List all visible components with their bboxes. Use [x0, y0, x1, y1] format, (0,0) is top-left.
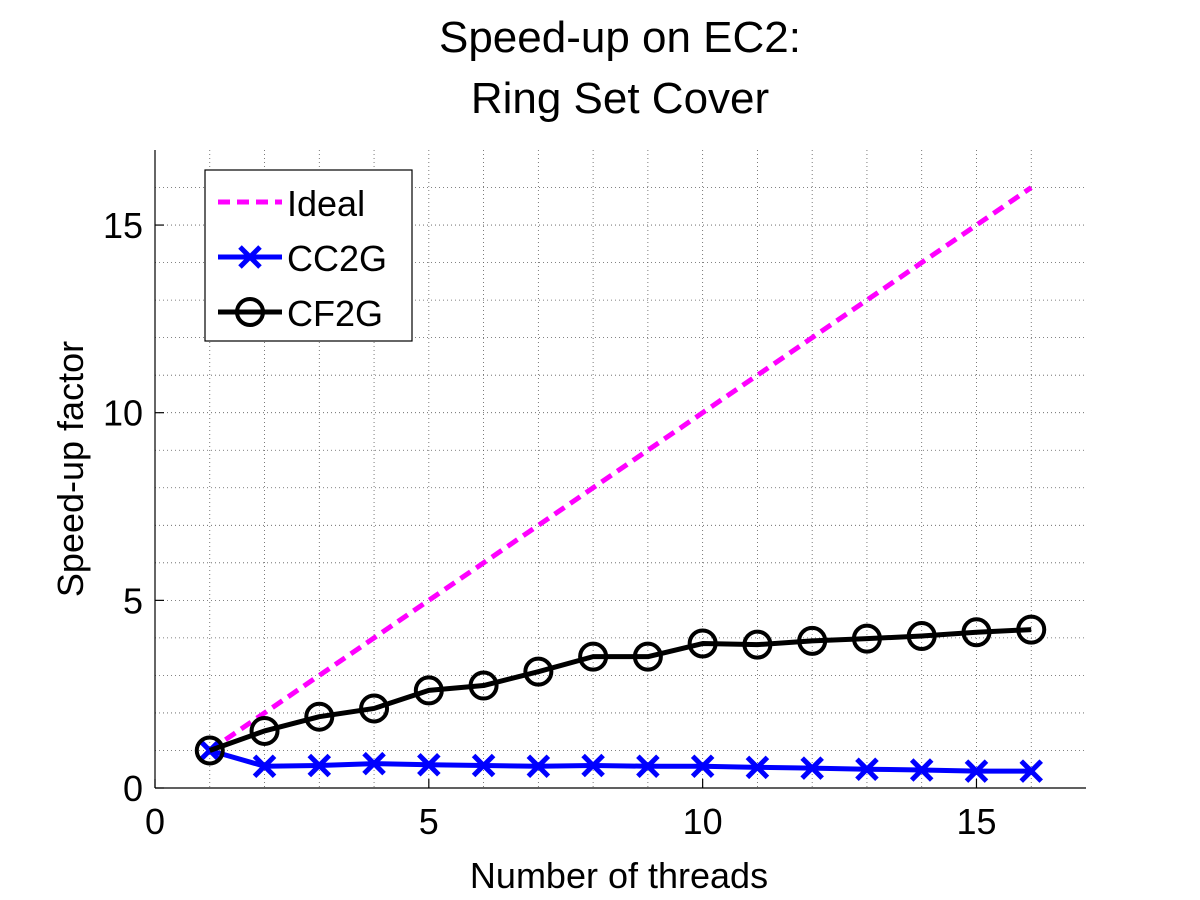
data-point-cf2g	[906, 621, 937, 652]
data-point-cc2g	[800, 756, 824, 780]
series	[194, 185, 1047, 783]
x-tick-label: 0	[145, 801, 165, 842]
data-point-cf2g	[961, 617, 992, 648]
series-line-cc2g	[209, 748, 1032, 774]
data-point-cf2g	[413, 675, 444, 706]
legend-ideal-label: Ideal	[287, 183, 365, 224]
series-line-ideal	[208, 185, 1033, 753]
series-line-cf2g	[208, 627, 1032, 753]
data-point-cf2g	[851, 623, 882, 654]
axes	[154, 150, 1086, 789]
data-point-cc2g	[1019, 759, 1044, 783]
y-tick-label: 5	[123, 580, 143, 621]
legend-cc2g-marker	[238, 245, 262, 269]
legend-cc2g-label: CC2G	[287, 238, 387, 279]
data-point-cf2g	[687, 628, 718, 659]
data-point-cc2g	[909, 758, 934, 782]
x-tick-label: 15	[956, 801, 996, 842]
data-point-cc2g	[252, 754, 277, 779]
data-point-cc2g	[636, 754, 660, 779]
data-point-cc2g	[471, 753, 496, 778]
chart-title-line-1: Speed-up on EC2:	[439, 13, 801, 62]
x-tick-label: 10	[683, 801, 723, 842]
legend: Ideal CC2G CF2G	[204, 169, 413, 342]
y-axis-label: Speed-up factor	[50, 341, 91, 597]
data-point-cf2g	[632, 641, 663, 672]
legend-cf2g-marker	[235, 297, 265, 327]
data-point-cc2g	[362, 751, 386, 776]
x-axis-label: Number of threads	[470, 855, 768, 896]
data-point-cc2g	[690, 754, 715, 779]
data-point-cc2g	[417, 752, 441, 777]
data-point-cf2g	[194, 735, 225, 766]
data-point-cf2g	[742, 629, 773, 660]
data-point-cf2g	[304, 701, 335, 732]
data-point-cf2g	[1016, 614, 1047, 645]
y-tick-label: 10	[103, 393, 143, 434]
data-point-cc2g	[526, 754, 551, 779]
data-point-cc2g	[745, 755, 770, 780]
y-tick-label: 15	[103, 205, 143, 246]
data-point-cc2g	[307, 753, 332, 778]
data-point-cf2g	[249, 715, 280, 746]
data-point-cc2g	[964, 759, 989, 783]
tick-labels: 0 5 10 15 0 5 10 15	[103, 205, 997, 842]
data-point-cc2g	[855, 757, 879, 782]
chart-title-line-2: Ring Set Cover	[471, 74, 769, 123]
data-point-cc2g	[581, 753, 605, 778]
y-tick-label: 0	[123, 768, 143, 809]
data-point-cf2g	[797, 625, 828, 656]
data-point-cf2g	[359, 693, 390, 724]
data-point-cf2g	[468, 670, 499, 701]
data-point-cf2g	[578, 641, 609, 672]
x-tick-label: 5	[419, 801, 439, 842]
data-point-cf2g	[523, 656, 554, 687]
legend-cf2g-label: CF2G	[287, 293, 383, 334]
